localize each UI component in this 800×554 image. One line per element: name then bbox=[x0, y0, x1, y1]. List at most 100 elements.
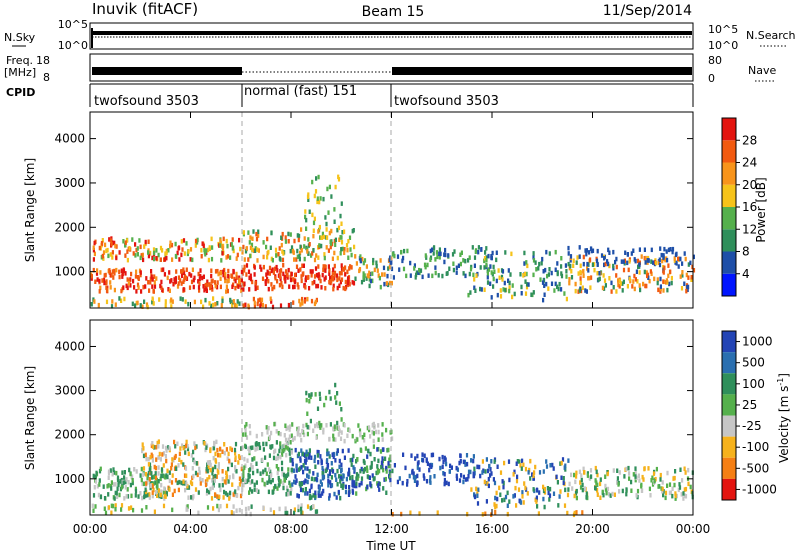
range-gate-cell bbox=[186, 251, 189, 257]
range-gate-cell bbox=[168, 446, 171, 451]
range-gate-cell bbox=[216, 284, 219, 290]
range-gate-cell bbox=[343, 250, 346, 255]
range-gate-cell bbox=[377, 423, 380, 428]
range-gate-cell bbox=[156, 440, 159, 446]
range-gate-cell bbox=[259, 471, 262, 476]
range-gate-cell bbox=[352, 281, 356, 286]
range-gate-cell bbox=[114, 503, 117, 508]
range-gate-cell bbox=[103, 280, 106, 286]
range-gate-cell bbox=[255, 480, 258, 485]
range-gate-cell bbox=[300, 509, 303, 515]
range-gate-cell bbox=[164, 251, 167, 256]
range-gate-cell bbox=[585, 289, 588, 294]
range-gate-cell bbox=[121, 274, 124, 279]
range-gate-cell bbox=[196, 240, 199, 245]
range-gate-cell bbox=[589, 246, 593, 251]
range-gate-cell bbox=[574, 479, 577, 485]
range-gate-cell bbox=[351, 475, 354, 480]
range-gate-cell bbox=[566, 510, 569, 516]
range-gate-cell bbox=[289, 274, 292, 280]
range-gate-cell bbox=[216, 494, 219, 499]
range-gate-cell bbox=[107, 470, 111, 476]
range-gate-cell bbox=[286, 272, 289, 278]
range-gate-cell bbox=[99, 285, 102, 291]
range-gate-cell bbox=[192, 457, 195, 463]
range-gate-cell bbox=[174, 444, 177, 449]
range-gate-cell bbox=[251, 445, 254, 450]
colorbar-swatch bbox=[722, 229, 736, 252]
range-gate-cell bbox=[242, 469, 245, 474]
range-gate-cell bbox=[308, 469, 311, 474]
range-gate-cell bbox=[90, 276, 93, 281]
range-gate-cell bbox=[649, 493, 652, 498]
range-gate-cell bbox=[115, 267, 118, 273]
range-gate-cell bbox=[244, 506, 248, 512]
range-gate-cell bbox=[573, 472, 576, 478]
range-gate-cell bbox=[330, 475, 333, 480]
range-gate-cell bbox=[256, 285, 259, 290]
range-gate-cell bbox=[644, 255, 647, 261]
range-gate-cell bbox=[339, 495, 342, 501]
range-gate-cell bbox=[303, 458, 307, 464]
range-gate-cell bbox=[685, 288, 688, 294]
range-gate-cell bbox=[308, 242, 311, 247]
range-gate-cell bbox=[640, 484, 643, 489]
range-gate-cell bbox=[347, 490, 351, 495]
range-gate-cell bbox=[182, 279, 185, 284]
range-gate-cell bbox=[498, 485, 501, 491]
range-gate-cell bbox=[623, 474, 626, 479]
range-gate-cell bbox=[206, 282, 209, 288]
range-gate-cell bbox=[326, 451, 329, 457]
range-gate-cell bbox=[139, 303, 142, 308]
range-gate-cell bbox=[303, 432, 306, 438]
range-gate-cell bbox=[165, 491, 168, 497]
range-gate-cell bbox=[151, 284, 154, 289]
range-gate-cell bbox=[494, 504, 497, 510]
range-gate-cell bbox=[490, 295, 493, 300]
range-gate-cell bbox=[124, 253, 127, 258]
range-gate-cell bbox=[282, 251, 285, 256]
range-gate-cell bbox=[684, 486, 688, 492]
range-gate-cell bbox=[328, 471, 331, 476]
range-gate-cell bbox=[131, 474, 134, 479]
range-gate-cell bbox=[650, 259, 653, 264]
range-gate-cell bbox=[467, 292, 470, 298]
range-gate-cell bbox=[497, 268, 500, 273]
range-gate-cell bbox=[258, 297, 261, 302]
range-gate-cell bbox=[604, 261, 607, 267]
range-gate-cell bbox=[687, 275, 690, 280]
range-gate-cell bbox=[323, 255, 326, 261]
range-gate-cell bbox=[194, 243, 197, 248]
range-gate-cell bbox=[95, 271, 99, 276]
range-gate-cell bbox=[149, 280, 152, 285]
range-gate-cell bbox=[221, 482, 224, 488]
range-gate-cell bbox=[630, 488, 633, 493]
range-gate-cell bbox=[196, 237, 199, 243]
range-gate-cell bbox=[634, 477, 637, 483]
range-gate-cell bbox=[285, 269, 288, 274]
range-gate-cell bbox=[249, 430, 252, 436]
range-gate-cell bbox=[371, 278, 374, 284]
range-gate-cell bbox=[306, 296, 309, 302]
range-gate-cell bbox=[524, 279, 527, 284]
range-gate-cell bbox=[354, 276, 357, 281]
range-gate-cell bbox=[308, 448, 311, 453]
range-gate-cell bbox=[98, 245, 101, 251]
range-gate-cell bbox=[244, 424, 247, 430]
y-tick-label: 1000 bbox=[54, 472, 85, 486]
range-gate-cell bbox=[336, 448, 339, 454]
range-gate-cell bbox=[320, 235, 323, 240]
range-gate-cell bbox=[473, 263, 476, 268]
range-gate-cell bbox=[673, 482, 676, 488]
range-gate-cell bbox=[295, 478, 298, 483]
range-gate-cell bbox=[268, 474, 271, 480]
range-gate-cell bbox=[170, 278, 173, 283]
range-gate-cell bbox=[232, 504, 235, 509]
range-gate-cell bbox=[499, 470, 503, 475]
range-gate-cell bbox=[157, 252, 160, 258]
range-gate-cell bbox=[638, 270, 641, 275]
range-gate-cell bbox=[662, 270, 665, 275]
range-gate-cell bbox=[618, 489, 621, 494]
range-gate-cell bbox=[406, 482, 409, 487]
range-gate-cell bbox=[242, 303, 245, 308]
